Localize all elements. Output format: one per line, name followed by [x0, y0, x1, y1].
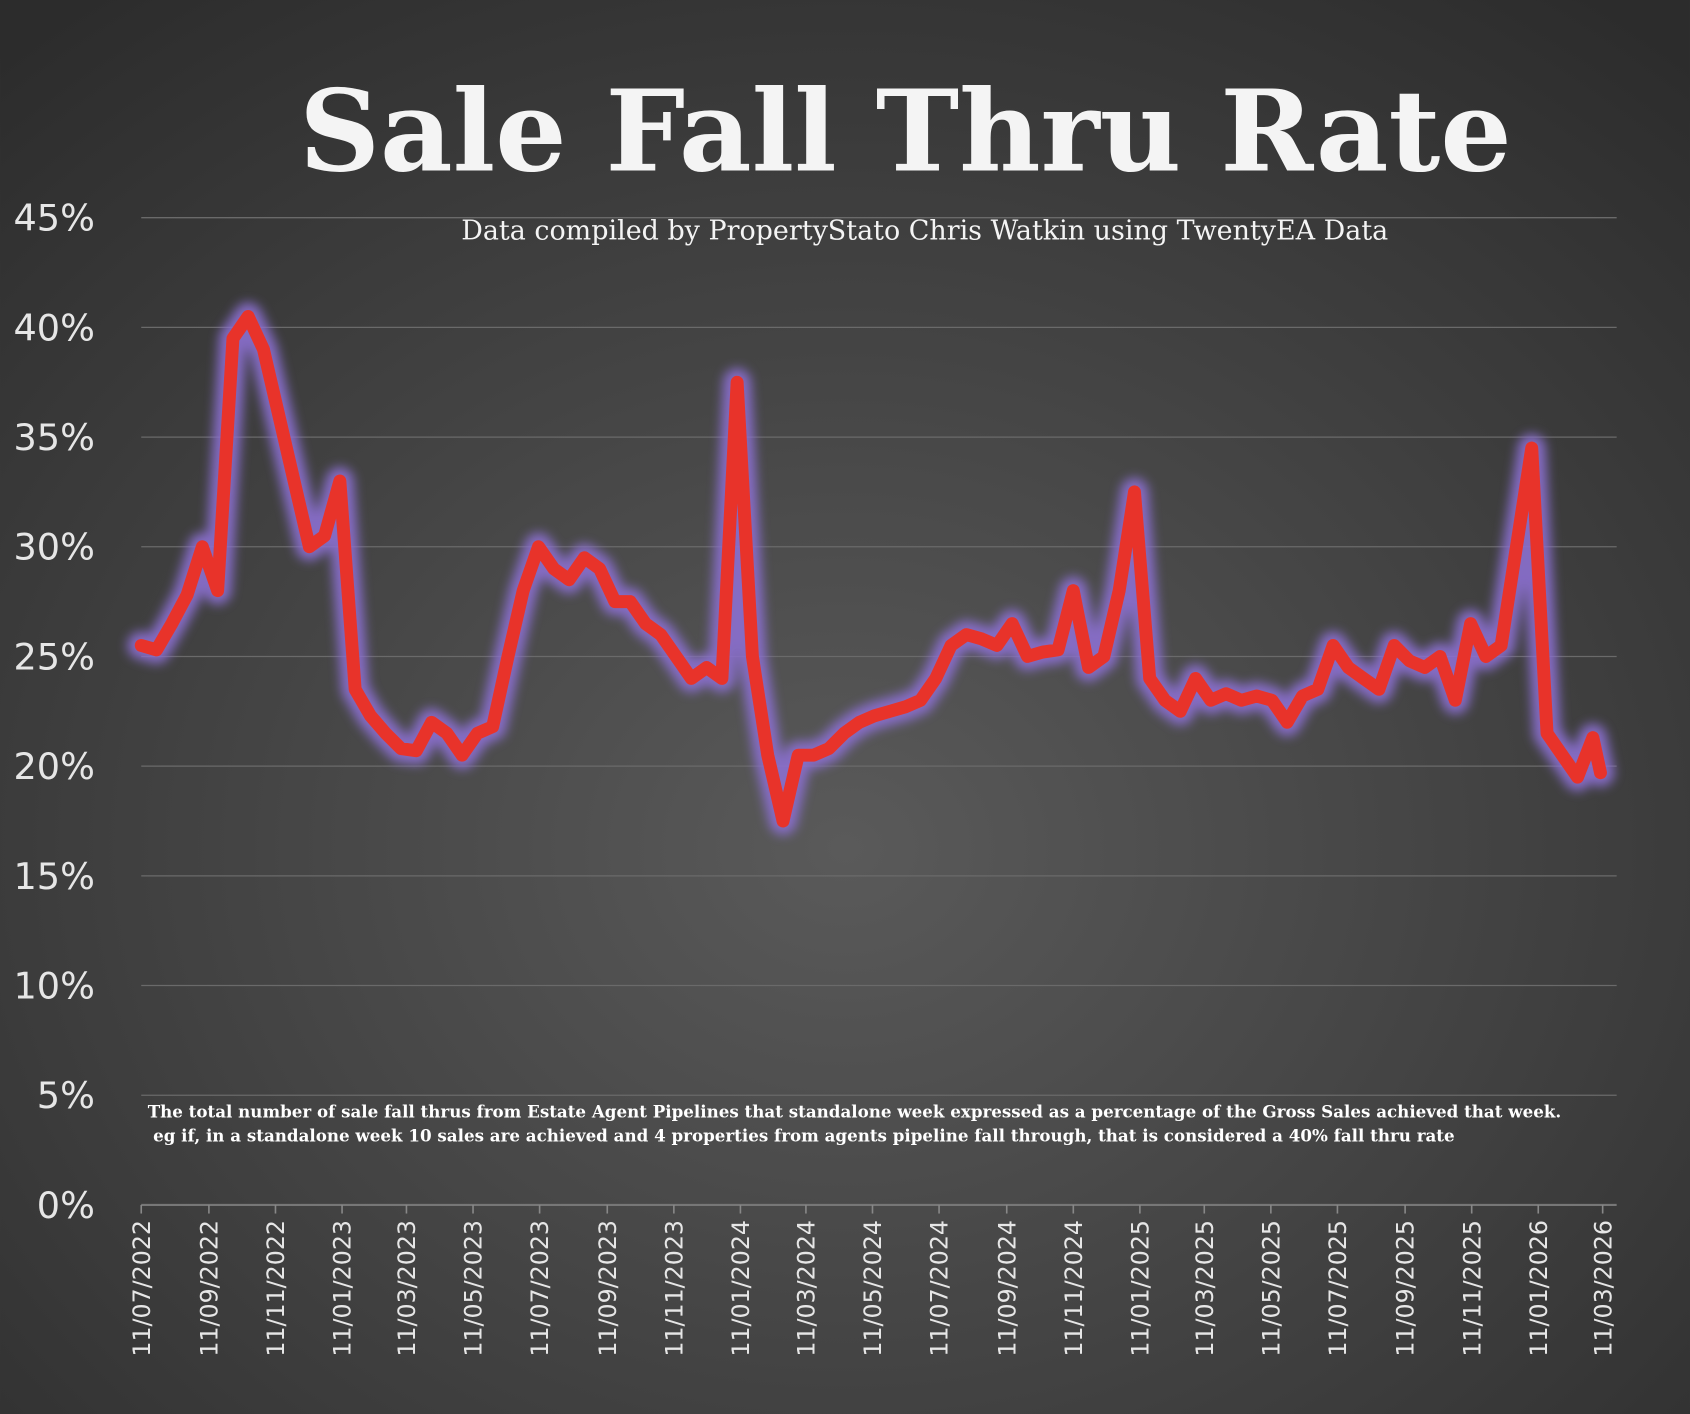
x-tick-label: 11/11/2022	[262, 1220, 290, 1357]
chart-subtitle: Data compiled by PropertyStato Chris Wat…	[461, 215, 1388, 246]
line	[134, 309, 1607, 828]
x-tick-label: 11/03/2025	[1191, 1220, 1219, 1357]
x-tick-label: 11/05/2023	[460, 1220, 488, 1357]
plot: 0% 5% 10% 15% 20% 25% 30% 35% 40% 45% 11/07/2022 11…	[13, 197, 1617, 1357]
y-tick-label: 15%	[13, 855, 94, 898]
y-tick-label: 45%	[13, 197, 94, 240]
y-tick-label: 35%	[13, 416, 94, 459]
y-tick-label: 25%	[13, 635, 94, 678]
x-tick-label: 11/05/2025	[1257, 1220, 1285, 1357]
y-tick-label: 5%	[37, 1074, 95, 1117]
x-tick-label: 11/07/2023	[526, 1220, 554, 1357]
y-tick-label: 40%	[13, 306, 94, 349]
x-tick-label: 11/01/2026	[1525, 1220, 1553, 1357]
x-tick-label: 11/11/2025	[1458, 1220, 1486, 1357]
x-tick-label: 11/03/2023	[393, 1220, 421, 1357]
x-tick-label: 11/09/2023	[594, 1220, 622, 1357]
annotation: eg if, in a standalone week 10 sales are…	[153, 1125, 1455, 1145]
x-tick-label: 11/03/2026	[1589, 1220, 1617, 1357]
x-tick-label: 11/11/2024	[1060, 1220, 1088, 1357]
x-tick-label: 11/05/2024	[859, 1220, 887, 1357]
y-tick-label: 30%	[13, 526, 94, 569]
x-tick-label: 11/07/2022	[128, 1220, 156, 1357]
y-tick-label: 10%	[13, 964, 94, 1007]
x-tick-label: 11/07/2025	[1324, 1220, 1352, 1357]
x-tick-label: 11/09/2025	[1392, 1220, 1420, 1357]
x-tick-label: 11/09/2024	[993, 1220, 1021, 1357]
y-tick-label: 20%	[13, 745, 94, 788]
x-tick-label: 11/01/2023	[329, 1220, 357, 1357]
x-tick-label: 11/09/2022	[196, 1220, 224, 1357]
annotation: The total number of sale fall thrus from…	[148, 1102, 1562, 1122]
x-tick-label: 11/11/2023	[660, 1220, 688, 1357]
x-tick-label: 11/07/2024	[926, 1220, 954, 1357]
x-tick-label: 11/01/2024	[727, 1220, 755, 1357]
chart-title: Sale Fall Thru Rate	[299, 66, 1512, 197]
x-tick-label: 11/01/2025	[1127, 1220, 1155, 1357]
x-tick-label: 11/03/2024	[793, 1220, 821, 1357]
y-tick-label: 0%	[37, 1184, 95, 1227]
